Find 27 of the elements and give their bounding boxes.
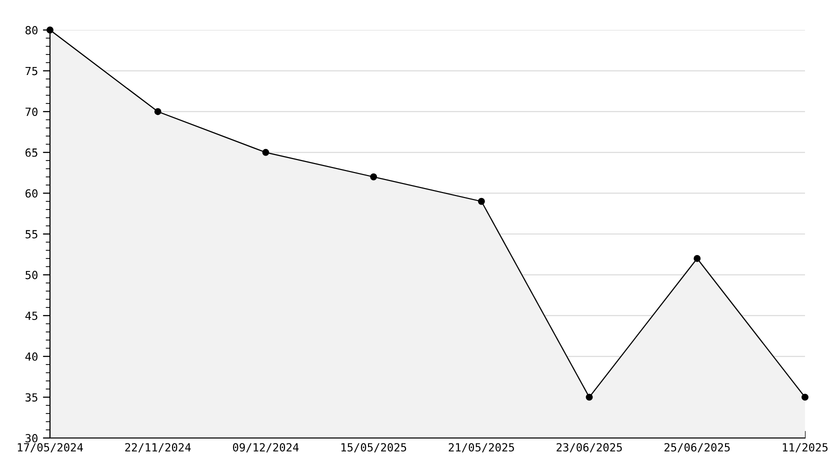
point xyxy=(694,255,701,262)
y-tick-label: 40 xyxy=(25,352,38,361)
point xyxy=(154,108,162,116)
x-tick-label: 25/06/2025 xyxy=(664,443,730,452)
y-tick-label: 35 xyxy=(26,393,38,402)
point xyxy=(46,26,54,34)
y-tick-label: 45 xyxy=(25,312,38,320)
y-tick-label: 75 xyxy=(26,66,38,76)
y-tick-label: 50 xyxy=(26,270,38,280)
x-tick-label: 17/05/2024 xyxy=(18,443,83,452)
point xyxy=(370,173,378,180)
x-tick-label: 11/2025 xyxy=(782,443,828,452)
x-tick-label: 23/06/2025 xyxy=(556,443,622,452)
y-tick-label: 30 xyxy=(26,434,38,442)
x-tick-label: 22/11/2024 xyxy=(125,443,191,452)
x-tick-label: 21/05/2025 xyxy=(448,443,514,452)
point xyxy=(478,198,485,205)
y-tick-label: 55 xyxy=(26,230,38,238)
y-tick-label: 80 xyxy=(26,26,38,34)
x-tick-label: 09/12/2024 xyxy=(232,443,299,452)
x-tick-label: 15/05/2025 xyxy=(341,443,406,452)
y-tick-label: 70 xyxy=(26,108,38,116)
point xyxy=(262,148,270,156)
y-tick-label: 60 xyxy=(26,189,38,198)
y-tick-label: 65 xyxy=(26,148,38,157)
point xyxy=(802,394,808,401)
point xyxy=(586,394,593,401)
